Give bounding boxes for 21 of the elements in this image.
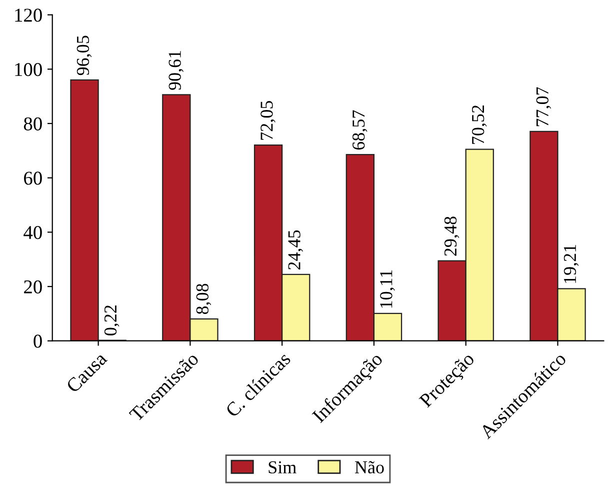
data-label: 96,05	[76, 36, 92, 76]
data-label: 72,05	[260, 101, 276, 140]
data-label: 0,22	[104, 305, 120, 336]
data-label: 19,21	[564, 244, 579, 283]
y-tick-label: 80	[24, 117, 42, 130]
y-tick-label: 60	[24, 172, 42, 185]
data-label: 29,48	[444, 216, 460, 256]
data-label: 70,52	[472, 105, 487, 144]
legend-label: Não	[354, 461, 384, 474]
y-tick-label: 100	[15, 62, 42, 76]
data-label: 68,57	[352, 110, 368, 150]
legend-label: Sim	[268, 461, 296, 474]
data-label: 24,45	[288, 230, 303, 270]
y-tick-label: 20	[24, 280, 42, 294]
data-label: 8,08	[196, 284, 212, 314]
y-tick-label: 40	[24, 226, 42, 240]
y-tick-label: 120	[15, 8, 42, 22]
data-label: 90,61	[168, 50, 184, 90]
data-label: 10,11	[380, 270, 395, 308]
data-label: 77,07	[536, 87, 552, 126]
y-tick-label: 0	[34, 334, 42, 348]
